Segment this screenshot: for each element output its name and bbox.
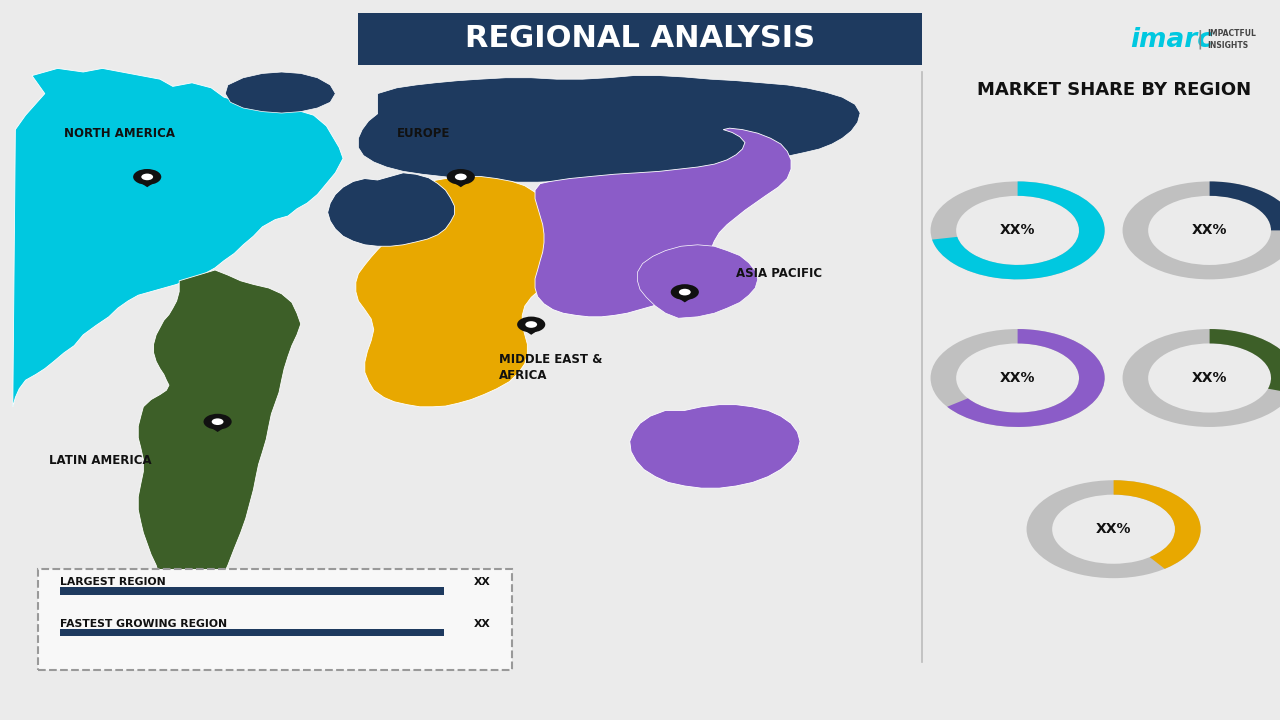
Wedge shape [1210, 181, 1280, 230]
Text: XX%: XX% [1192, 371, 1228, 385]
Wedge shape [1123, 181, 1280, 279]
Circle shape [517, 317, 545, 333]
Text: REGIONAL ANALYSIS: REGIONAL ANALYSIS [465, 24, 815, 53]
Wedge shape [931, 181, 1105, 279]
Wedge shape [1027, 480, 1201, 578]
FancyBboxPatch shape [358, 13, 922, 65]
Wedge shape [1210, 329, 1280, 393]
Polygon shape [356, 176, 553, 407]
Circle shape [678, 289, 691, 295]
Text: imarc: imarc [1130, 27, 1212, 53]
Polygon shape [451, 181, 471, 187]
Text: XX%: XX% [1000, 223, 1036, 238]
Text: IMPACTFUL: IMPACTFUL [1207, 30, 1256, 38]
Circle shape [211, 418, 224, 425]
Polygon shape [13, 68, 343, 407]
FancyBboxPatch shape [38, 569, 512, 670]
Text: XX%: XX% [1096, 522, 1132, 536]
Text: EUROPE: EUROPE [397, 127, 451, 140]
Polygon shape [225, 72, 335, 113]
Circle shape [447, 169, 475, 185]
Circle shape [525, 321, 538, 328]
Text: NORTH AMERICA: NORTH AMERICA [64, 127, 175, 140]
Wedge shape [1114, 480, 1201, 569]
Text: INSIGHTS: INSIGHTS [1207, 41, 1248, 50]
Text: XX: XX [474, 618, 490, 629]
Polygon shape [138, 270, 301, 647]
Text: LATIN AMERICA: LATIN AMERICA [49, 454, 151, 467]
Polygon shape [535, 128, 791, 317]
Polygon shape [358, 76, 860, 182]
FancyBboxPatch shape [60, 629, 444, 636]
Circle shape [204, 414, 232, 430]
Wedge shape [1123, 329, 1280, 427]
Circle shape [141, 174, 154, 180]
Text: ASIA PACIFIC: ASIA PACIFIC [736, 267, 822, 280]
Polygon shape [137, 181, 157, 187]
Circle shape [454, 174, 467, 180]
Circle shape [133, 169, 161, 185]
Polygon shape [675, 296, 695, 302]
Wedge shape [931, 329, 1105, 427]
Polygon shape [521, 328, 541, 335]
Circle shape [671, 284, 699, 300]
Wedge shape [932, 181, 1105, 279]
Text: XX%: XX% [1192, 223, 1228, 238]
Text: MARKET SHARE BY REGION: MARKET SHARE BY REGION [977, 81, 1251, 99]
Polygon shape [207, 426, 228, 432]
FancyBboxPatch shape [60, 588, 444, 595]
Text: XX%: XX% [1000, 371, 1036, 385]
Polygon shape [630, 405, 800, 488]
Text: LARGEST REGION: LARGEST REGION [60, 577, 166, 588]
Text: MIDDLE EAST &
AFRICA: MIDDLE EAST & AFRICA [499, 353, 603, 382]
Text: |: | [1197, 30, 1203, 50]
Polygon shape [637, 245, 758, 318]
Text: XX: XX [474, 577, 490, 588]
Wedge shape [947, 329, 1105, 427]
Text: FASTEST GROWING REGION: FASTEST GROWING REGION [60, 618, 228, 629]
Polygon shape [328, 173, 454, 246]
